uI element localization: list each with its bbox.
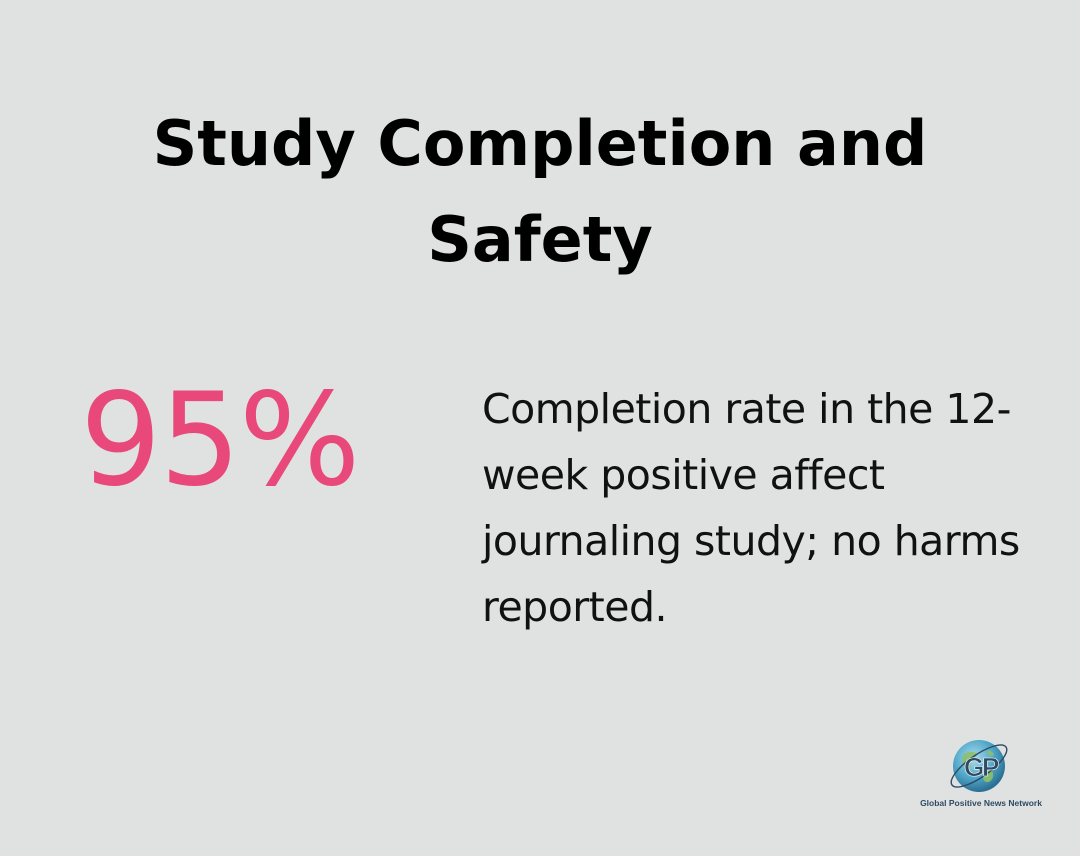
page-title: Study Completion and Safety	[152, 107, 928, 276]
logo-name: Global Positive News Network	[920, 798, 1042, 808]
brand-logo: G P Global Positive News Network	[906, 732, 1056, 812]
stat-description: Completion rate in the 12-week positive …	[482, 385, 1020, 631]
logo-letter-g: G	[964, 752, 984, 782]
globe-icon: G P	[950, 740, 1008, 792]
stat-value: 95%	[80, 366, 361, 515]
logo-letter-p: P	[982, 752, 999, 782]
